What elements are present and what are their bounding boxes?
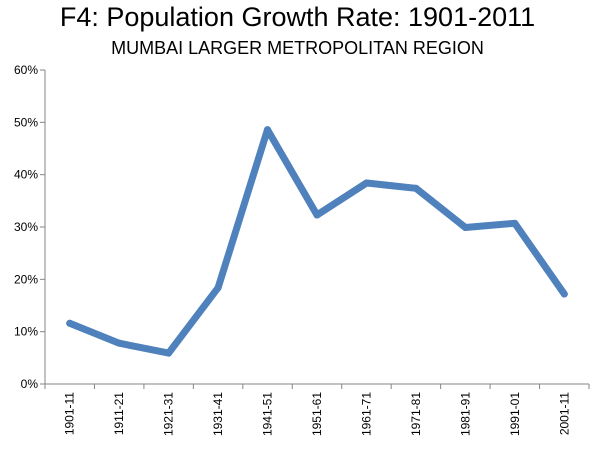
chart-subtitle: MUMBAI LARGER METROPOLITAN REGION: [111, 38, 484, 58]
data-point: [362, 179, 370, 187]
x-tick-label: 1961-71: [359, 392, 373, 436]
y-tick-label: 0%: [21, 377, 39, 391]
x-tick-label: 1941-51: [261, 392, 275, 436]
data-point: [165, 349, 173, 357]
data-point: [412, 184, 420, 192]
y-tick-label: 10%: [14, 325, 38, 339]
data-point: [560, 290, 568, 298]
x-tick-label: 1901-11: [63, 392, 77, 435]
x-tick-label: 1931-41: [211, 392, 225, 436]
data-point: [115, 339, 123, 347]
data-point: [511, 219, 519, 227]
y-axis: 0% 10% 20% 30% 40% 50% 60%: [14, 63, 46, 391]
data-point: [461, 224, 469, 232]
x-tick-label: 1951-61: [310, 392, 324, 436]
x-tick-label: 1971-81: [409, 392, 423, 436]
data-point: [66, 319, 74, 327]
x-tick-label: 1921-31: [162, 392, 176, 436]
series-line: [66, 126, 568, 357]
x-tick-label: 1981-91: [458, 392, 472, 436]
y-tick-label: 30%: [14, 220, 38, 234]
y-tick-label: 60%: [14, 63, 38, 77]
data-point: [264, 126, 272, 134]
x-axis: 1901-11 1911-21 1921-31 1931-41 1941-51 1951-…: [44, 383, 590, 436]
y-tick-label: 50%: [14, 115, 38, 129]
y-tick-label: 40%: [14, 168, 38, 182]
y-tick-label: 20%: [14, 272, 38, 286]
x-tick-label: 2001-11: [557, 392, 571, 435]
x-tick-label: 1911-21: [112, 392, 126, 435]
plot-area: [66, 126, 568, 357]
x-tick-label: 1991-01: [508, 392, 522, 436]
chart-title: F4: Population Growth Rate: 1901-2011: [59, 2, 536, 32]
data-point: [214, 284, 222, 292]
data-point: [313, 211, 321, 219]
